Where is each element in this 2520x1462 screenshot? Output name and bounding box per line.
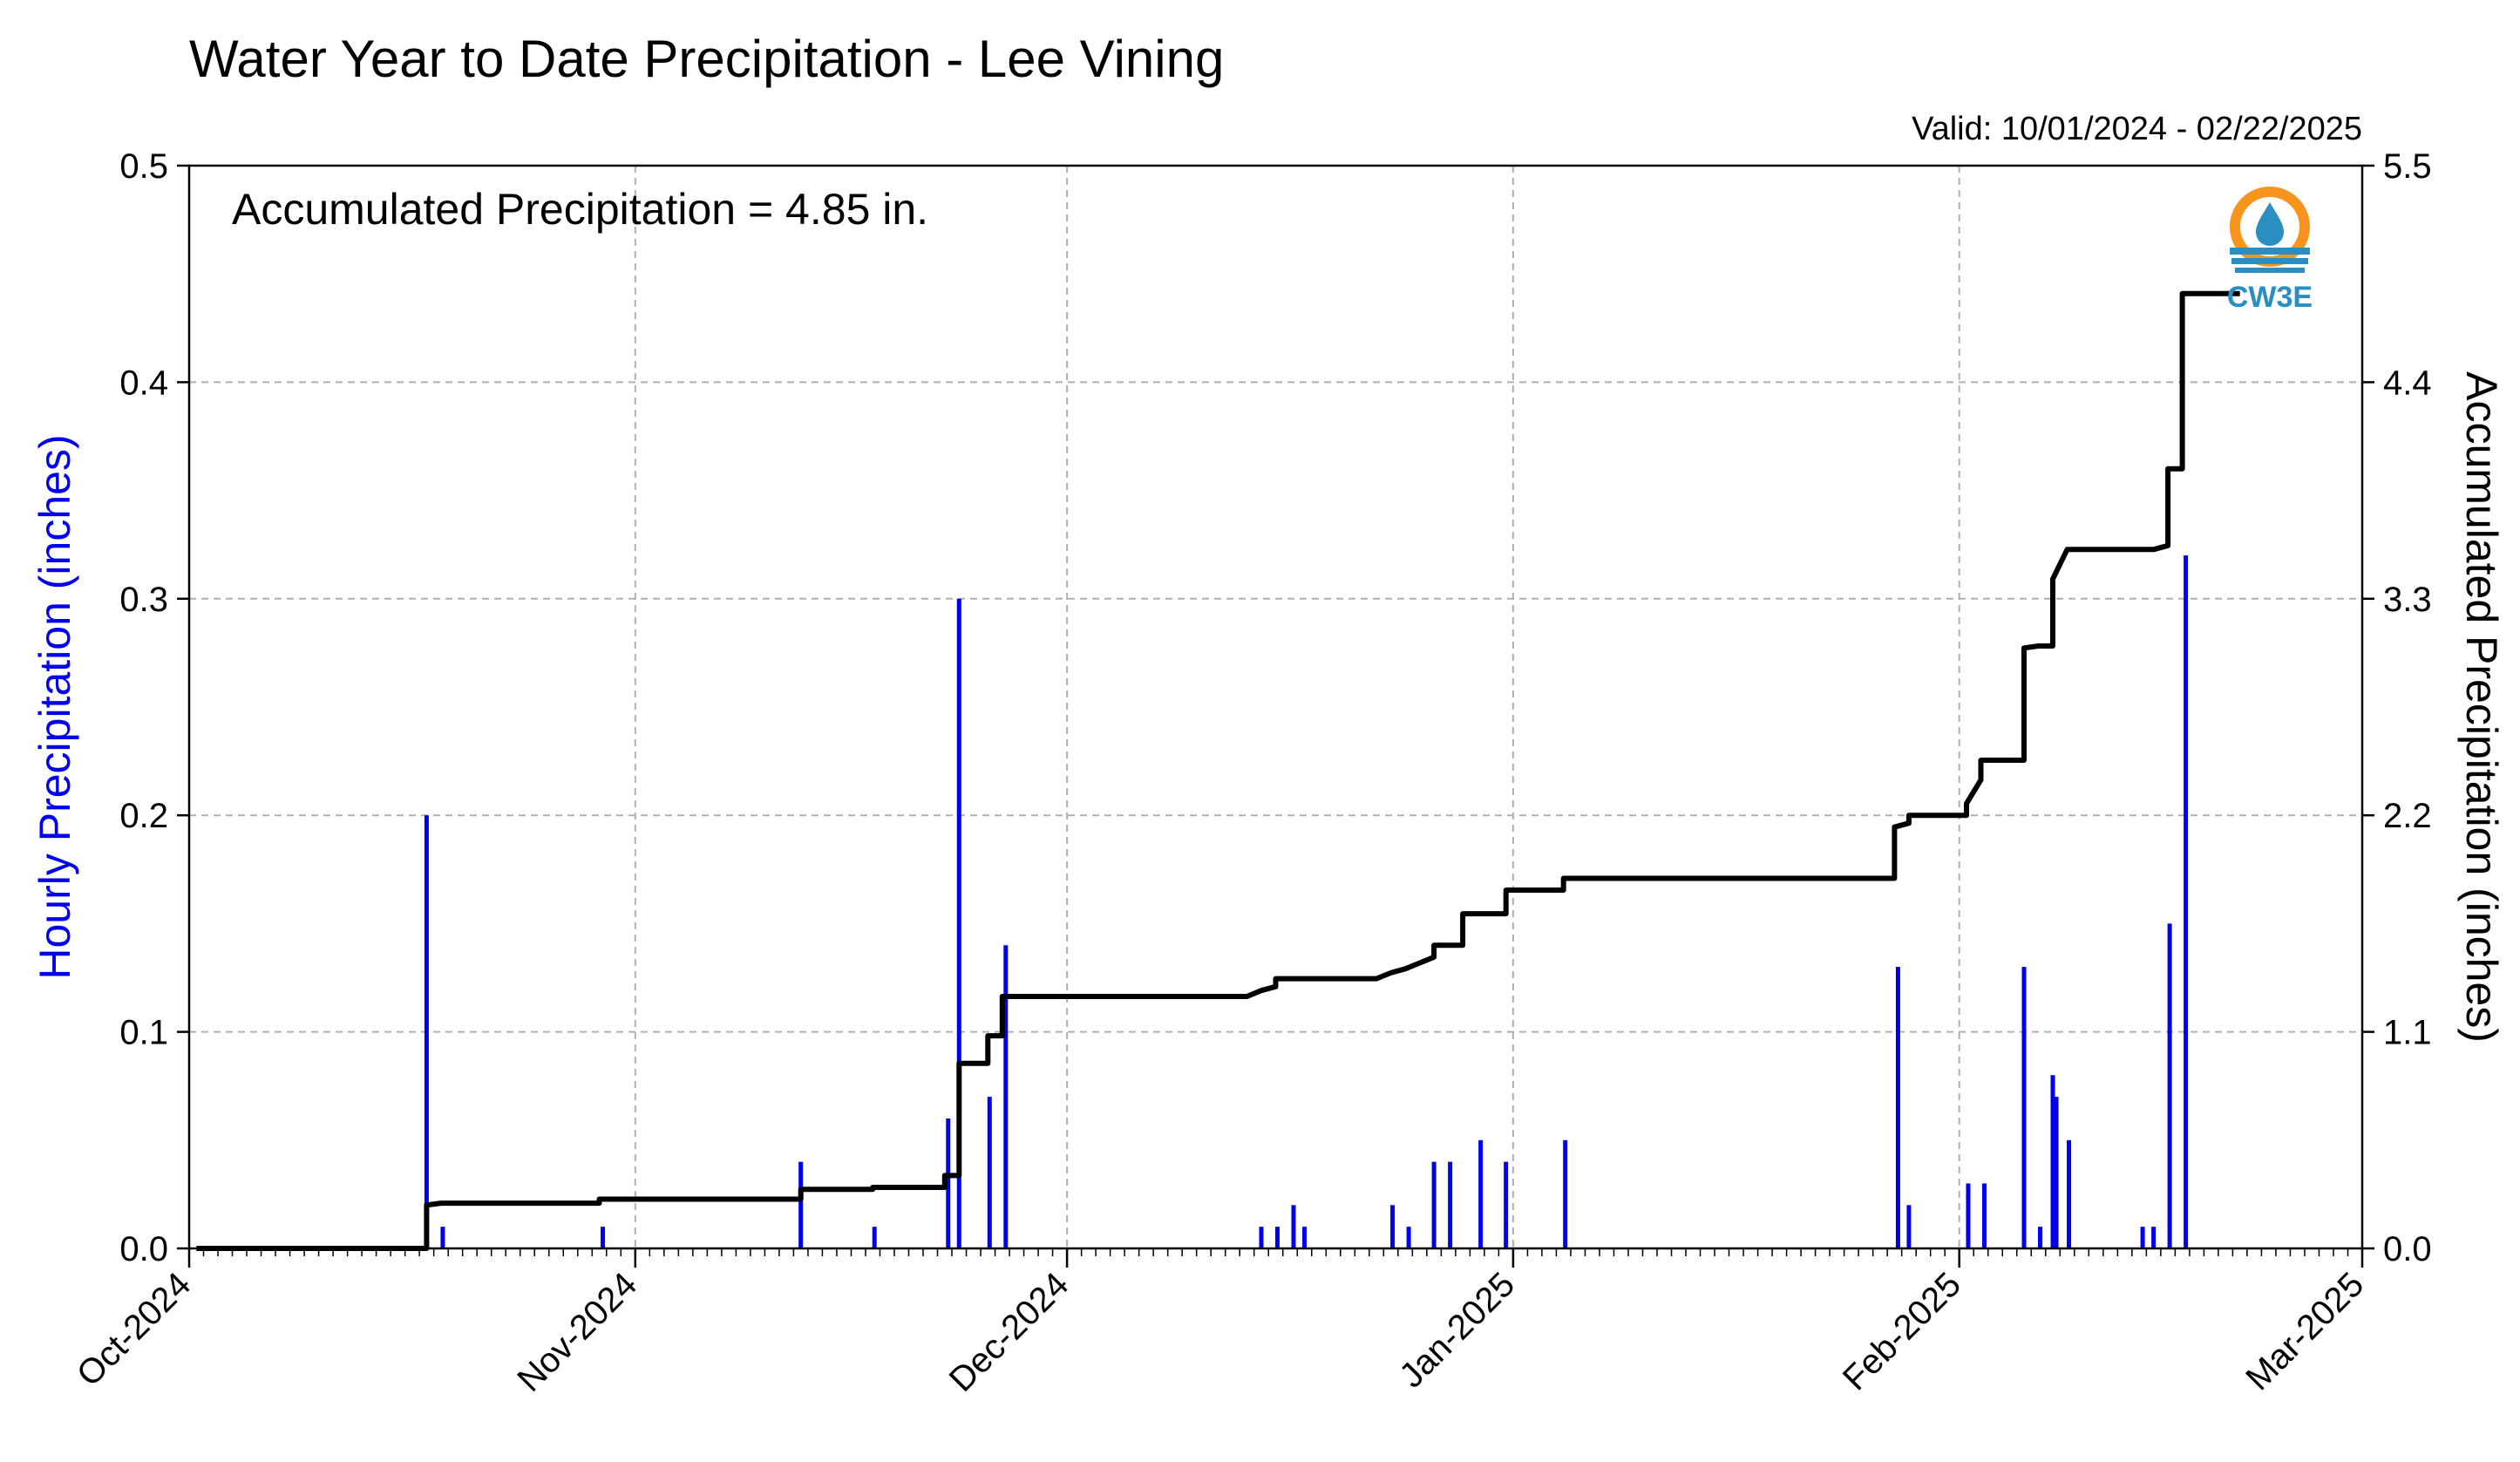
x-tick-label: Jan-2025 bbox=[1392, 1265, 1522, 1395]
logo-text: CW3E bbox=[2227, 281, 2313, 314]
y-left-tick-label: 0.5 bbox=[119, 147, 168, 186]
logo-wave-2 bbox=[2231, 258, 2308, 264]
y-right-tick-label: 4.4 bbox=[2383, 364, 2432, 402]
hourly-bar bbox=[1563, 1139, 1568, 1248]
hourly-bar bbox=[1291, 1205, 1296, 1248]
hourly-bar bbox=[1448, 1161, 1453, 1248]
hourly-bar bbox=[956, 598, 961, 1248]
hourly-bar bbox=[1981, 1183, 1987, 1248]
hourly-bar bbox=[1966, 1183, 1971, 1248]
y-left-tick-label: 0.4 bbox=[119, 364, 168, 402]
accumulated-annotation: Accumulated Precipitation = 4.85 in. bbox=[232, 185, 928, 234]
hourly-bar bbox=[2167, 923, 2172, 1248]
hourly-bar bbox=[1906, 1205, 1912, 1248]
y-right-tick-label: 5.5 bbox=[2383, 147, 2432, 186]
axis-ticks: 0.0 0.1 0.2 0.3 0.4 0.5 0.0 1.1 2.2 3.3 4.4 5.5 Oct-… bbox=[70, 147, 2432, 1399]
y-left-tick-label: 0.2 bbox=[119, 797, 168, 835]
hourly-bar bbox=[601, 1227, 606, 1248]
y-left-tick-label: 0.1 bbox=[119, 1014, 168, 1052]
y-right-tick-label: 0.0 bbox=[2383, 1230, 2432, 1268]
y-axis-left-label: Hourly Precipitation (inches) bbox=[31, 434, 79, 979]
hourly-bar bbox=[987, 1097, 992, 1248]
hourly-bar bbox=[1504, 1161, 1509, 1248]
accumulated-line-layer bbox=[196, 290, 2240, 1251]
hourly-bars bbox=[424, 555, 2189, 1248]
x-tick-label: Oct-2024 bbox=[70, 1265, 198, 1393]
y-right-tick-label: 2.2 bbox=[2383, 797, 2432, 835]
hourly-bar bbox=[872, 1227, 877, 1248]
hourly-bar bbox=[2038, 1227, 2043, 1248]
y-left-tick-label: 0.0 bbox=[119, 1230, 168, 1268]
hourly-bar bbox=[1259, 1227, 1264, 1248]
chart-title: Water Year to Date Precipitation - Lee V… bbox=[189, 30, 1224, 88]
hourly-bar bbox=[2151, 1227, 2157, 1248]
logo-wave-3 bbox=[2235, 268, 2305, 273]
hourly-bar bbox=[2021, 967, 2027, 1248]
hourly-bar bbox=[946, 1118, 951, 1248]
x-tick-label: Feb-2025 bbox=[1836, 1265, 1968, 1397]
y-right-tick-label: 3.3 bbox=[2383, 581, 2432, 619]
hourly-bar bbox=[798, 1161, 804, 1248]
x-tick-label: Mar-2025 bbox=[2238, 1265, 2371, 1397]
y-right-tick-label: 1.1 bbox=[2383, 1014, 2432, 1052]
hourly-bar bbox=[2050, 1075, 2055, 1248]
hourly-bar bbox=[2067, 1139, 2072, 1248]
water-drop-icon bbox=[2256, 202, 2284, 246]
valid-date-range: Valid: 10/01/2024 - 02/22/2025 bbox=[1912, 111, 2362, 147]
plot-frame bbox=[187, 164, 2364, 1250]
hourly-bar bbox=[1406, 1227, 1411, 1248]
hourly-bar bbox=[2184, 555, 2189, 1248]
y-left-tick-label: 0.3 bbox=[119, 581, 168, 619]
logo-wave-1 bbox=[2230, 248, 2310, 255]
y-axis-right-label: Accumulated Precipitation (inches) bbox=[2457, 371, 2506, 1043]
x-tick-label: Nov-2024 bbox=[510, 1265, 644, 1399]
hourly-bar bbox=[1895, 967, 1900, 1248]
hourly-bar bbox=[424, 815, 429, 1248]
cw3e-logo: CW3E bbox=[2227, 187, 2313, 314]
hourly-bar bbox=[2140, 1227, 2145, 1248]
accumulated-line bbox=[196, 290, 2240, 1251]
hourly-bar bbox=[440, 1227, 445, 1248]
hourly-bar bbox=[1003, 945, 1009, 1248]
hourly-bar bbox=[1431, 1161, 1437, 1248]
hourly-bar bbox=[1478, 1139, 1484, 1248]
grid-lines bbox=[189, 166, 2362, 1248]
hourly-bar bbox=[1302, 1227, 1308, 1248]
x-tick-label: Dec-2024 bbox=[942, 1265, 1077, 1399]
hourly-bar bbox=[1275, 1227, 1280, 1248]
hourly-bar bbox=[1390, 1205, 1396, 1248]
hourly-bar bbox=[2054, 1097, 2059, 1248]
